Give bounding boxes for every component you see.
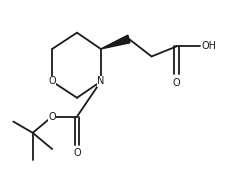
Text: O: O	[48, 77, 56, 87]
Text: O: O	[73, 148, 81, 158]
Text: O: O	[173, 78, 180, 88]
Polygon shape	[101, 35, 130, 49]
Text: O: O	[48, 112, 56, 122]
Text: OH: OH	[201, 41, 216, 51]
Text: N: N	[97, 77, 104, 87]
